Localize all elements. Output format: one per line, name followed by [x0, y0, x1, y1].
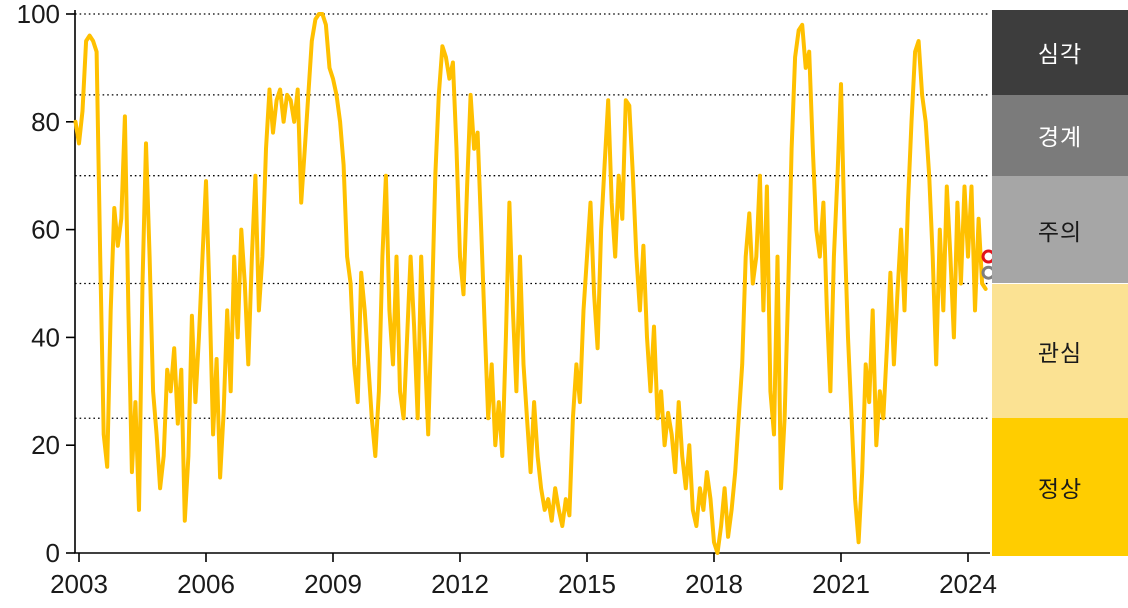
- band-caution-label: 주의: [1037, 218, 1083, 245]
- x-tick-label-2006: 2006: [177, 569, 235, 599]
- risk-level-legend: 심각 경계 주의 관심 정상: [992, 0, 1128, 608]
- y-tick-label-40: 40: [31, 322, 60, 352]
- band-alert-label: 경계: [1037, 124, 1083, 151]
- band-interest-label: 관심: [1037, 339, 1083, 366]
- x-tick-label-2015: 2015: [558, 569, 616, 599]
- y-tick-label-100: 100: [17, 0, 60, 29]
- band-severe-label: 심각: [1037, 41, 1083, 68]
- y-tick-label-0: 0: [46, 538, 60, 568]
- x-tick-label-2003: 2003: [50, 569, 108, 599]
- x-tick-label-2012: 2012: [431, 569, 489, 599]
- x-tick-label-2018: 2018: [685, 569, 743, 599]
- band-alert: 경계: [992, 94, 1128, 176]
- x-tick-label-2021: 2021: [812, 569, 870, 599]
- y-tick-label-20: 20: [31, 430, 60, 460]
- band-normal: 정상: [992, 418, 1128, 556]
- y-tick-label-60: 60: [31, 215, 60, 245]
- y-tick-label-80: 80: [31, 107, 60, 137]
- x-tick-label-2009: 2009: [304, 569, 362, 599]
- band-severe: 심각: [992, 10, 1128, 95]
- band-caution: 주의: [992, 175, 1128, 284]
- series-line-risk-index: [73, 12, 988, 555]
- band-normal-label: 정상: [1037, 476, 1083, 503]
- x-tick-label-2024: 2024: [939, 569, 997, 599]
- band-interest: 관심: [992, 283, 1128, 419]
